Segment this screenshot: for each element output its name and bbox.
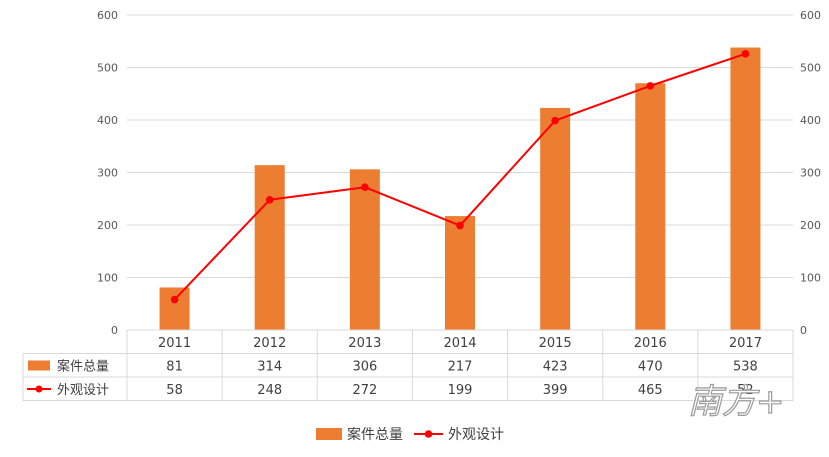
x-tick-label: 2013 <box>348 336 381 351</box>
y-tick-label: 100 <box>97 272 118 285</box>
line-series <box>170 50 750 304</box>
legend-label: 外观设计 <box>448 427 504 443</box>
bar <box>730 47 761 331</box>
line-point <box>741 50 750 58</box>
y2-tick-label: 200 <box>800 219 821 232</box>
table-cell: 272 <box>352 383 377 398</box>
table-cell: 217 <box>448 360 473 375</box>
y-tick-label: 400 <box>97 114 118 127</box>
x-tick-label: 2017 <box>729 336 762 351</box>
line-point <box>265 196 274 204</box>
y-tick-label: 500 <box>97 62 118 75</box>
bar <box>445 216 475 330</box>
bar-series <box>159 47 761 331</box>
bar <box>159 287 190 330</box>
x-tick-label: 2015 <box>539 336 572 351</box>
y-tick-label: 300 <box>97 167 118 180</box>
y-axis-left: 0 100 200 300 400 500 600 <box>97 9 118 337</box>
y2-tick-label: 600 <box>800 9 821 22</box>
table-cell: 199 <box>448 383 473 398</box>
x-tick-label: 2016 <box>634 336 667 351</box>
legend-key-bar <box>316 428 342 440</box>
table-row-label: 外观设计 <box>57 383 109 398</box>
table-cell: 58 <box>166 383 183 398</box>
legend: 案件总量 外观设计 <box>316 426 504 443</box>
x-tick-label: 2014 <box>443 336 476 351</box>
y2-tick-label: 300 <box>800 167 821 180</box>
line-point <box>646 82 655 90</box>
legend-key-marker <box>424 430 433 438</box>
table-cell: 465 <box>638 383 663 398</box>
bar <box>349 169 380 330</box>
bar <box>540 107 571 330</box>
line-point <box>361 183 369 191</box>
bar <box>254 165 285 330</box>
table-key-marker <box>35 385 43 393</box>
table-row-label: 案件总量 <box>57 360 109 375</box>
y2-tick-label: 400 <box>800 114 821 127</box>
x-tick-label: 2011 <box>158 336 191 351</box>
table-cell: 470 <box>638 360 663 375</box>
table-cell: 314 <box>257 360 282 375</box>
table-cell: 538 <box>733 360 758 375</box>
table-cell: 399 <box>543 383 568 398</box>
line-point <box>170 295 179 304</box>
y-tick-label: 200 <box>97 219 118 232</box>
table-cell: 423 <box>543 360 568 375</box>
watermark: 南方+ <box>688 382 785 422</box>
legend-label: 案件总量 <box>347 426 403 443</box>
gridlines <box>127 14 793 278</box>
table-cell: 81 <box>166 360 183 375</box>
x-tick-label: 2012 <box>253 336 286 351</box>
table-cell: 306 <box>352 360 377 375</box>
table-cell: 52 <box>737 383 754 398</box>
y-tick-label: 0 <box>111 324 118 337</box>
y2-tick-label: 500 <box>800 62 821 75</box>
y-tick-label: 600 <box>97 9 118 22</box>
bar <box>635 83 666 330</box>
y2-tick-label: 0 <box>800 324 807 337</box>
y-axis-right: 0 100 200 300 400 500 600 <box>800 9 821 337</box>
y2-tick-label: 100 <box>800 272 821 285</box>
line-point <box>456 221 464 230</box>
line-point <box>551 116 559 125</box>
table-cell: 248 <box>257 383 282 398</box>
table-key-bar <box>28 360 50 371</box>
